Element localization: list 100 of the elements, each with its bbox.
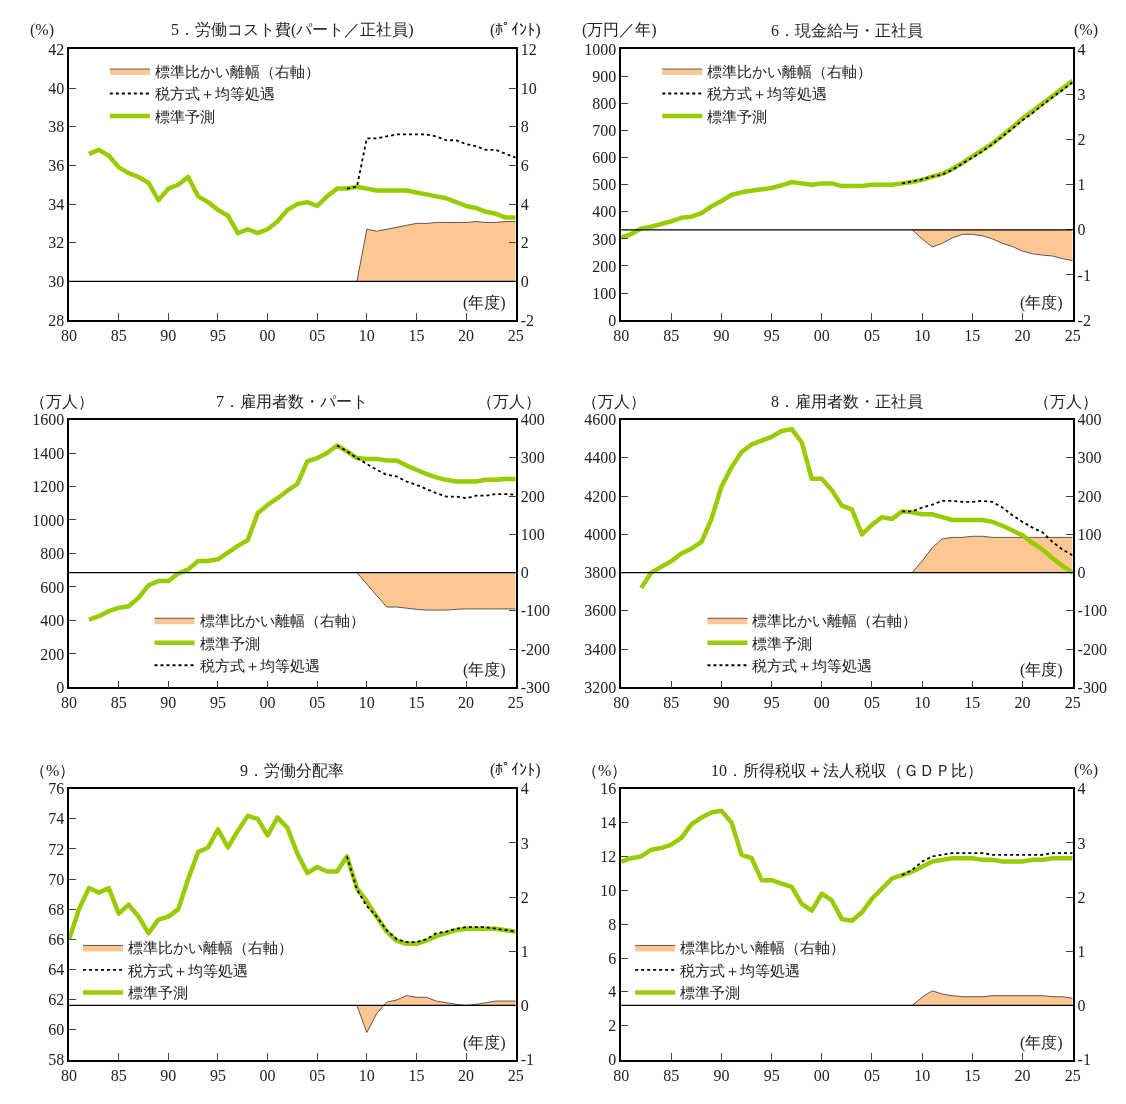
y-tick-label: 32: [48, 234, 65, 252]
x-tick-label: 20: [1014, 694, 1031, 712]
x-tick-label: 10: [914, 694, 931, 712]
y2-tick-label: 1: [1077, 942, 1086, 960]
x-tick-label: 85: [110, 1066, 127, 1084]
y2-tick-label: 100: [520, 525, 545, 543]
y-tick-label: 600: [40, 578, 65, 596]
legend-label: 標準予測: [752, 635, 813, 652]
y2-tick-label: 0: [520, 564, 529, 582]
x-tick-label: 25: [507, 1066, 524, 1084]
y-axis-title: （万人）: [30, 393, 94, 410]
x-tick-label: 10: [914, 1066, 931, 1084]
y-tick-label: 1000: [584, 40, 617, 58]
y-tick-label: 1400: [32, 444, 65, 462]
y2-tick-label: 200: [1077, 487, 1102, 505]
y-tick-label: 4: [608, 983, 617, 1001]
y-tick-label: 40: [48, 79, 65, 97]
x-tick-label: 10: [914, 327, 931, 345]
y2-tick-label: 10: [520, 79, 537, 97]
x-tick-label: 90: [160, 327, 177, 345]
x-tick-label: 90: [713, 327, 730, 345]
annotation: (年度): [463, 294, 506, 312]
y-axis-title: (万円／年): [582, 21, 657, 39]
chart-title: 7．雇用者数・パート: [216, 393, 368, 410]
x-tick-label: 85: [110, 327, 127, 345]
y-tick-label: 38: [48, 118, 65, 136]
y2-tick-label: 2: [520, 888, 529, 906]
y2-tick-label: 4: [520, 195, 529, 213]
y2-tick-label: 100: [1077, 525, 1102, 543]
x-tick-label: 25: [1064, 1066, 1081, 1084]
chart-title: 9．労働分配率: [240, 762, 344, 779]
x-tick-label: 95: [209, 327, 226, 345]
y-tick-label: 700: [592, 122, 617, 140]
y2-tick-label: -1: [520, 1051, 534, 1069]
y2-tick-label: 1: [520, 942, 529, 960]
x-tick-label: 85: [663, 1066, 680, 1084]
legend-label: 標準比かい離幅（右軸）: [199, 613, 365, 630]
y-tick-label: 14: [600, 814, 617, 832]
legend-label: 標準予測: [707, 108, 768, 125]
legend-label: 標準予測: [680, 985, 741, 1002]
y-tick-label: 300: [592, 230, 617, 248]
x-tick-label: 15: [964, 694, 981, 712]
y2-tick-label: 3: [520, 834, 529, 852]
y2-tick-label: -100: [520, 602, 550, 620]
x-tick-label: 20: [458, 327, 475, 345]
x-tick-label: 90: [713, 1066, 730, 1084]
y-tick-label: 10: [600, 881, 617, 899]
y-tick-label: 3400: [584, 640, 617, 658]
y2-tick-label: -100: [1077, 602, 1107, 620]
x-tick-label: 05: [863, 327, 880, 345]
y-tick-label: 400: [592, 203, 617, 221]
y-tick-label: 0: [56, 678, 65, 696]
y-tick-label: 1600: [32, 411, 65, 429]
y2-tick-label: 6: [520, 156, 529, 174]
y2-tick-label: -200: [1077, 640, 1107, 658]
y2-axis-title: （万人）: [1034, 393, 1098, 410]
annotation: (年度): [463, 1034, 506, 1052]
y2-tick-label: 4: [520, 780, 529, 798]
x-tick-label: 25: [1064, 327, 1081, 345]
y2-tick-label: 0: [1077, 997, 1086, 1014]
y-tick-label: 68: [48, 900, 65, 918]
chart-title: 10．所得税収＋法人税収（ＧＤＰ比）: [711, 762, 983, 779]
y2-tick-label: 2: [1077, 131, 1086, 149]
legend-label: 税方式＋均等処遇: [752, 658, 873, 675]
x-tick-label: 95: [209, 1066, 226, 1084]
x-tick-label: 85: [663, 327, 680, 345]
line-series: [621, 78, 1073, 240]
y-tick-label: 2: [608, 1017, 617, 1035]
y-tick-label: 200: [592, 257, 617, 275]
y-tick-label: 60: [48, 1021, 65, 1039]
y-tick-label: 500: [592, 176, 617, 194]
x-tick-label: 80: [613, 694, 630, 712]
y-tick-label: 0: [608, 311, 617, 329]
y-tick-label: 76: [48, 780, 65, 798]
y-tick-label: 800: [40, 545, 65, 563]
line-series: [86, 147, 516, 236]
y-tick-label: 8: [608, 915, 617, 933]
x-tick-label: 95: [763, 694, 780, 712]
x-tick-label: 20: [458, 1066, 475, 1084]
y-tick-label: 66: [48, 930, 65, 948]
y2-axis-title: (ﾎﾟｲﾝﾄ): [490, 761, 541, 779]
chart-title: 8．雇用者数・正社員: [771, 393, 923, 410]
x-tick-label: 95: [763, 327, 780, 345]
x-tick-label: 95: [763, 1066, 780, 1084]
annotation: (年度): [463, 661, 506, 679]
x-tick-label: 00: [259, 327, 276, 345]
x-tick-label: 10: [358, 694, 375, 712]
legend-label: 標準予測: [154, 108, 215, 125]
x-tick-label: 05: [309, 327, 326, 345]
x-tick-label: 00: [813, 1066, 830, 1084]
x-tick-label: 25: [507, 694, 524, 712]
x-tick-label: 90: [713, 694, 730, 712]
y-tick-label: 1200: [32, 478, 65, 496]
y-tick-label: 42: [48, 40, 65, 58]
x-tick-label: 00: [259, 1066, 276, 1084]
legend-label: 標準比かい離幅（右軸）: [752, 613, 918, 630]
y-tick-label: 6: [608, 949, 617, 967]
legend-label: 税方式＋均等処遇: [154, 86, 275, 103]
y-tick-label: 16: [600, 780, 617, 798]
y2-tick-label: -300: [520, 678, 550, 696]
